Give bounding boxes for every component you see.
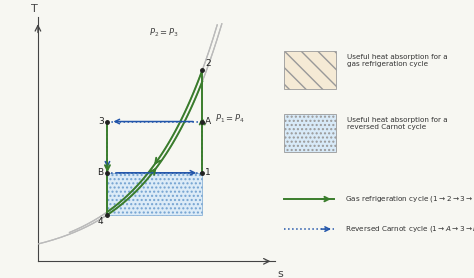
- Text: Gas refrigeration cycle $(1 \to 2 \to 3 \to 4)$: Gas refrigeration cycle $(1 \to 2 \to 3 …: [345, 194, 474, 204]
- Text: 2: 2: [205, 59, 211, 68]
- Text: 3: 3: [98, 117, 104, 126]
- Text: 4: 4: [98, 217, 104, 226]
- Text: $P_2 = P_3$: $P_2 = P_3$: [149, 26, 179, 39]
- Text: B: B: [98, 168, 104, 177]
- Polygon shape: [108, 173, 202, 215]
- Text: Useful heat absorption for a
reversed Carnot cycle: Useful heat absorption for a reversed Ca…: [346, 117, 447, 130]
- Text: Useful heat absorption for a
gas refrigeration cycle: Useful heat absorption for a gas refrige…: [346, 54, 447, 67]
- Text: T: T: [31, 4, 38, 14]
- Polygon shape: [284, 114, 336, 152]
- Text: s: s: [277, 269, 283, 278]
- Text: A: A: [205, 117, 211, 126]
- Text: Reversed Carnot cycle $(1 \to A \to 3 \to B)$: Reversed Carnot cycle $(1 \to A \to 3 \t…: [345, 224, 474, 234]
- Polygon shape: [284, 51, 336, 89]
- Text: $P_1 = P_4$: $P_1 = P_4$: [215, 113, 245, 125]
- Text: 1: 1: [205, 168, 211, 177]
